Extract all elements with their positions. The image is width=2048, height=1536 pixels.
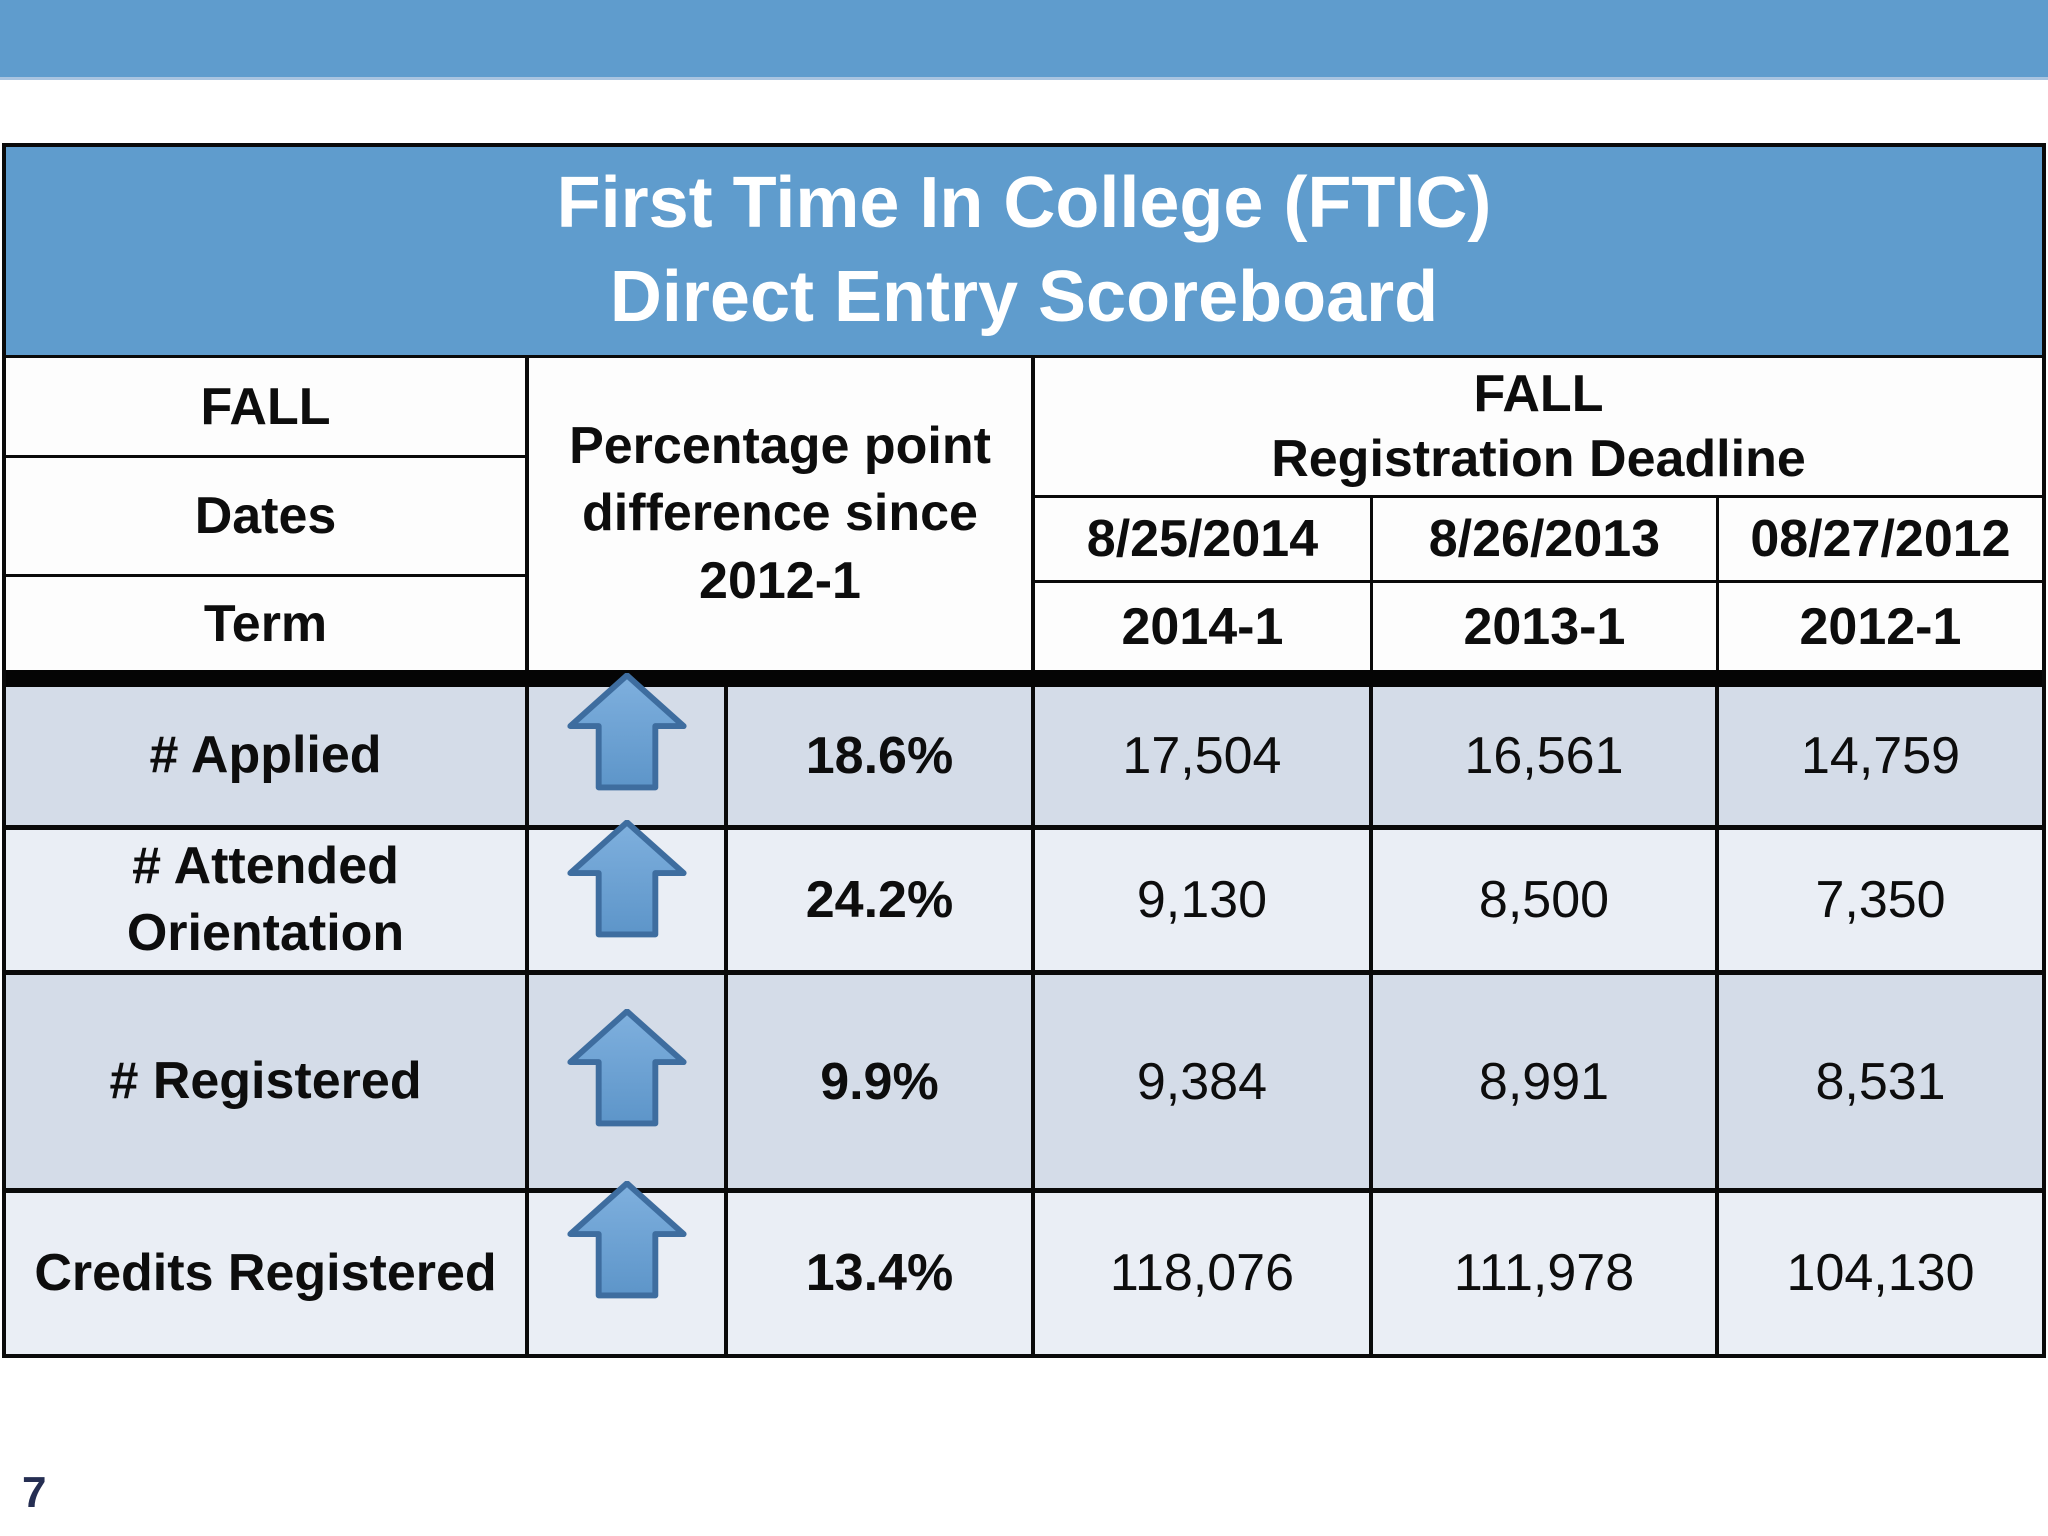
header-term-2012-1: 2012-1 xyxy=(1799,597,1962,656)
header-term-label: Term xyxy=(203,594,328,653)
value-2014: 9,130 xyxy=(1035,830,1373,971)
pct-difference-value: 24.2% xyxy=(728,830,1035,971)
table-row: # Attended Orientation 24.2% 9,130 8,500… xyxy=(6,820,2042,971)
value-2013: 16,561 xyxy=(1373,687,1720,826)
header-registration-deadline: FALL Registration Deadline xyxy=(1034,358,2042,498)
value-2013: 111,978 xyxy=(1373,1192,1720,1354)
table-body: # Applied 18.6% 17,504 16,561 14,759 # A… xyxy=(6,673,2042,1354)
up-arrow-icon xyxy=(566,673,687,791)
value-2014: 118,076 xyxy=(1035,1192,1373,1354)
value-2013: 8,500 xyxy=(1373,830,1720,971)
table-title: First Time In College (FTIC) Direct Entr… xyxy=(6,147,2042,358)
up-arrow-icon xyxy=(566,1180,687,1299)
value-2012: 104,130 xyxy=(1786,1244,1975,1303)
header-pct-difference: Percentage point difference since 2012-1 xyxy=(529,358,1035,670)
header-right-section: FALL Registration Deadline 8/25/2014 8/2… xyxy=(1034,358,2042,670)
table-row: # Applied 18.6% 17,504 16,561 14,759 xyxy=(6,673,2042,826)
header-fall: FALL xyxy=(6,358,526,458)
top-banner xyxy=(0,0,2048,80)
table-row: # Registered 9.9% 9,384 8,991 8,531 xyxy=(6,970,2042,1188)
header-separator-bar xyxy=(6,670,2042,687)
row-label: # Attended Orientation xyxy=(6,830,530,971)
scoreboard-table: First Time In College (FTIC) Direct Entr… xyxy=(2,143,2046,1358)
header-terms-row: 2014-1 2013-1 2012-1 xyxy=(1035,583,2042,670)
trend-cell xyxy=(529,1180,728,1354)
header-term-2013-1: 2013-1 xyxy=(1373,583,1719,670)
value-2013: 8,991 xyxy=(1373,975,1720,1188)
trend-cell xyxy=(529,975,728,1188)
value-2012: 7,350 xyxy=(1815,871,1946,930)
row-label: Credits Registered xyxy=(6,1192,530,1354)
value-2014: 17,504 xyxy=(1035,687,1373,826)
header-date-2012: 08/27/2012 xyxy=(1750,510,2011,568)
table-title-line1: First Time In College (FTIC) xyxy=(556,163,1492,244)
value-2014: 9,384 xyxy=(1035,975,1373,1188)
row-label: # Applied xyxy=(6,687,530,826)
table-title-line2: Direct Entry Scoreboard xyxy=(609,257,1439,337)
header-date-2013: 8/26/2013 xyxy=(1373,498,1719,580)
pct-difference-value: 18.6% xyxy=(728,687,1035,826)
pct-difference-value: 13.4% xyxy=(728,1192,1035,1354)
header-left-column: FALL Dates Term xyxy=(6,358,530,670)
header-term-2014-1: 2014-1 xyxy=(1035,583,1373,670)
table-header: FALL Dates Term Percentage point differe… xyxy=(6,358,2042,670)
pct-difference-value: 9.9% xyxy=(728,975,1035,1188)
table-row: Credits Registered 13.4% 118,076 111,978… xyxy=(6,1180,2042,1354)
row-label: # Registered xyxy=(6,975,530,1188)
trend-cell xyxy=(529,673,728,826)
header-dates-row: 8/25/2014 8/26/2013 08/27/2012 xyxy=(1034,498,2042,583)
header-date-2014: 8/25/2014 xyxy=(1035,498,1373,580)
up-arrow-icon xyxy=(566,820,687,938)
value-2012: 8,531 xyxy=(1815,1052,1946,1111)
header-dates-label: Dates xyxy=(6,458,526,577)
page-number: 7 xyxy=(22,1468,47,1517)
value-2012: 14,759 xyxy=(1801,727,1961,786)
up-arrow-icon xyxy=(566,1009,687,1127)
trend-cell xyxy=(529,820,728,971)
